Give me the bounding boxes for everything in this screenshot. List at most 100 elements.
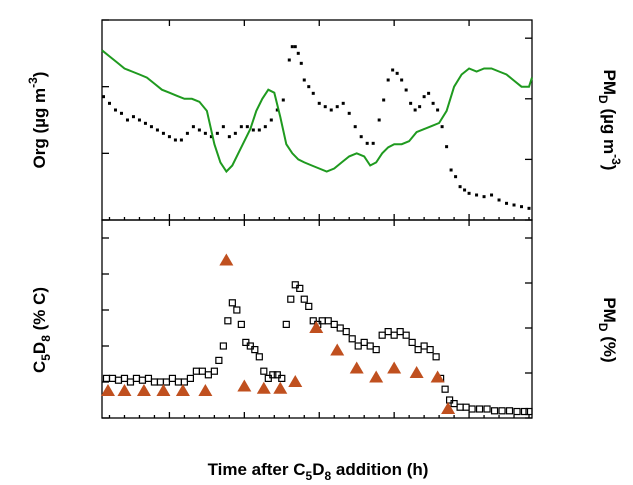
top-data-point [185, 131, 189, 135]
bottom-data-point [420, 342, 428, 350]
bottom-data-point [360, 338, 368, 346]
bottom-right-axis-title: PMD (%) [596, 297, 619, 362]
top-data-point [404, 88, 408, 92]
top-data-point [209, 135, 213, 139]
bottom-triangle-point [256, 381, 271, 394]
top-data-point [467, 191, 471, 195]
top-data-point [427, 91, 431, 95]
bottom-data-point [366, 342, 374, 350]
bottom-data-point [462, 403, 470, 411]
bottom-data-point [269, 371, 277, 379]
bottom-triangle-point [175, 384, 190, 396]
bottom-data-point [330, 320, 338, 328]
top-data-point [317, 101, 321, 105]
bottom-data-point [384, 328, 392, 336]
bottom-triangle-point [309, 321, 324, 333]
top-data-point [233, 131, 237, 135]
bottom-data-point [468, 405, 476, 413]
top-data-point [482, 195, 486, 199]
top-data-point [391, 68, 395, 72]
bottom-data-point [168, 374, 177, 382]
bottom-triangle-point [369, 370, 384, 383]
top-data-point [275, 108, 279, 112]
top-data-point [449, 168, 453, 172]
bottom-triangle-point [330, 343, 345, 356]
top-data-point [512, 203, 516, 207]
bottom-data-point [237, 320, 245, 328]
top-data-point [409, 101, 413, 105]
bottom-data-point [483, 405, 491, 413]
bottom-data-point [296, 284, 304, 292]
top-data-point [131, 115, 135, 119]
bottom-data-point [305, 302, 313, 310]
top-data-point [107, 101, 111, 105]
top-data-point [445, 145, 449, 149]
bottom-data-point [520, 407, 529, 416]
top-data-point [395, 71, 399, 75]
bottom-data-point [264, 374, 272, 382]
top-data-point [463, 188, 467, 192]
bottom-data-point [162, 378, 171, 386]
bottom-data-point [513, 407, 521, 416]
bottom-data-point [204, 371, 212, 379]
top-data-point [287, 58, 291, 62]
top-data-point [167, 135, 171, 139]
bottom-data-point [354, 342, 362, 350]
top-data-point [520, 205, 524, 209]
bottom-triangle-point [441, 402, 456, 414]
bottom-data-point [224, 317, 232, 325]
top-data-point [353, 125, 357, 129]
bottom-data-point [342, 328, 350, 336]
top-data-point [239, 125, 243, 129]
top-data-point [281, 98, 285, 102]
bottom-data-point [251, 346, 259, 354]
top-data-point [422, 95, 426, 99]
top-data-point [221, 125, 225, 129]
top-data-point [203, 131, 207, 135]
top-data-point [475, 193, 479, 197]
top-data-point [269, 118, 273, 122]
bottom-triangle-point [409, 366, 424, 378]
top-data-point [143, 121, 147, 125]
top-data-point [197, 128, 201, 132]
bottom-data-point [450, 400, 458, 408]
top-data-point [418, 105, 422, 109]
top-data-point [400, 78, 404, 82]
bottom-data-point [498, 407, 506, 415]
bottom-data-point [318, 317, 326, 325]
bottom-triangle-point [288, 375, 303, 387]
top-data-point [125, 118, 129, 122]
bottom-data-point [378, 331, 386, 339]
top-data-point [323, 105, 327, 109]
top-data-point [311, 91, 315, 95]
top-data-point [263, 125, 267, 129]
top-data-point [371, 141, 375, 145]
bottom-data-point [180, 378, 189, 386]
bottom-data-point [414, 346, 422, 354]
top-data-point [293, 45, 297, 49]
bottom-data-point [144, 374, 153, 382]
bottom-data-point [210, 367, 218, 375]
bottom-data-point [402, 331, 410, 339]
bottom-data-point [150, 378, 159, 386]
bottom-triangle-point [387, 361, 402, 374]
bottom-triangle-point [237, 379, 252, 392]
top-data-point [490, 193, 494, 197]
top-data-point [505, 201, 509, 205]
bottom-data-point [456, 403, 464, 411]
bottom-triangle-point [156, 384, 171, 396]
top-data-point [347, 111, 351, 115]
top-data-point [527, 206, 531, 210]
bottom-data-point [108, 374, 117, 382]
bottom-data-point [426, 346, 434, 354]
top-data-point [251, 128, 255, 132]
bottom-data-point [282, 320, 290, 328]
top-data-point [386, 78, 390, 82]
top-data-point [302, 78, 306, 82]
bottom-data-point [132, 374, 141, 382]
top-data-point [413, 108, 417, 112]
top-data-point [101, 95, 105, 99]
bottom-data-point [324, 317, 332, 325]
bottom-data-point [291, 281, 299, 289]
